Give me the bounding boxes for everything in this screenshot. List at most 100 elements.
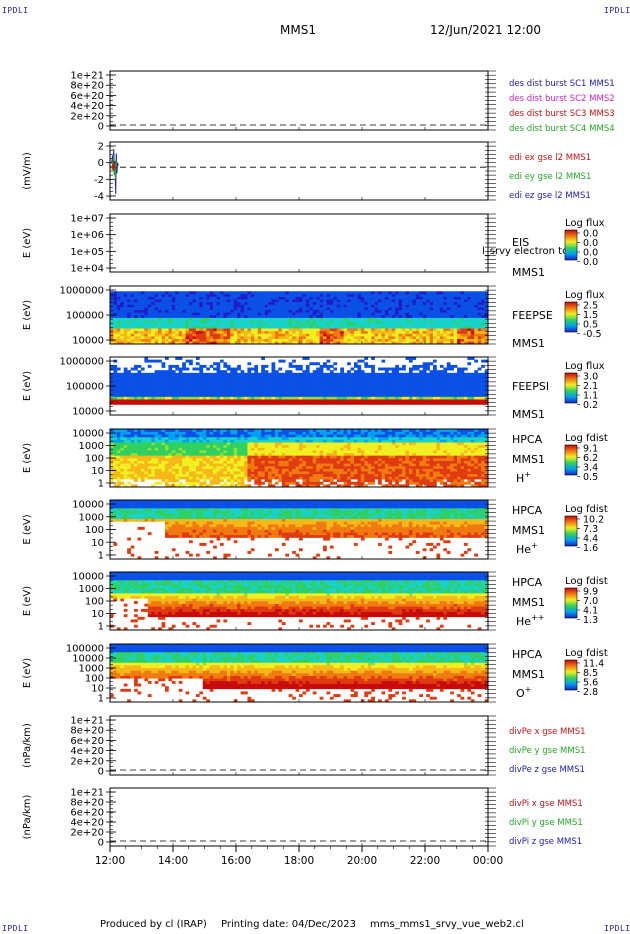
spectrogram-cell — [343, 396, 348, 400]
spectrogram-cell — [439, 322, 444, 326]
spectrogram-cell — [164, 325, 169, 329]
spectrogram-cell — [268, 309, 272, 313]
spectrogram-cell — [247, 333, 252, 337]
spectrogram-cell — [261, 396, 265, 400]
spectrogram-cell — [333, 304, 338, 308]
spectrogram-cell — [463, 336, 468, 340]
spectrogram-cell — [384, 372, 389, 376]
spectrogram-cell — [381, 301, 386, 305]
spectrogram-cell — [402, 393, 406, 397]
spectrogram-cell — [240, 442, 245, 446]
spectrogram-cell — [216, 399, 221, 403]
spectrogram-cell — [436, 380, 441, 384]
spectrogram-cell — [271, 325, 276, 329]
spectrogram-cell — [388, 396, 393, 400]
spectrogram-cell — [329, 317, 334, 321]
spectrogram-cell — [206, 296, 210, 300]
spectrogram-cell — [343, 322, 348, 326]
spectrogram-cell — [302, 328, 307, 332]
spectrogram-cell — [209, 338, 214, 342]
spectrogram-cell — [288, 307, 293, 311]
spectrogram-cell — [230, 450, 235, 454]
spectrogram-cell — [312, 388, 317, 392]
spectrogram-cell — [195, 455, 200, 459]
spectrogram-cell — [378, 396, 382, 400]
spectrogram-cell — [474, 372, 478, 376]
spectrogram-cell — [110, 452, 114, 456]
spectrogram-cell — [402, 336, 406, 340]
spectrogram-cell — [171, 465, 176, 469]
spectrogram-cell — [395, 367, 399, 371]
spectrogram-cell — [388, 383, 393, 387]
spectrogram-cell — [164, 460, 169, 464]
spectrogram-cell — [209, 336, 214, 340]
spectrogram-cell — [419, 333, 424, 337]
spectrogram-cell — [412, 304, 417, 308]
spectrogram-cell — [233, 401, 238, 405]
spectrogram-cell — [302, 386, 307, 389]
spectrogram-cell — [120, 473, 125, 477]
spectrogram-cell — [230, 455, 235, 459]
spectrogram-cell — [281, 396, 286, 400]
spectrogram-cell — [175, 444, 180, 448]
spectrogram-cell — [233, 336, 238, 340]
spectrogram-cell — [168, 312, 173, 316]
spectrogram-cell — [415, 304, 420, 308]
spectrogram-cell — [195, 325, 200, 329]
spectrogram-cell — [415, 375, 420, 379]
spectrogram-cell — [474, 375, 478, 379]
spectrogram-cell — [364, 296, 369, 300]
spectrogram-cell — [202, 317, 207, 321]
spectrogram-cell — [199, 476, 204, 480]
spectrogram-cell — [350, 304, 355, 308]
spectrogram-cell — [209, 291, 214, 295]
spectrogram-cell — [116, 301, 121, 305]
spectrogram-cell — [247, 442, 252, 446]
spectrogram-cell — [247, 460, 252, 464]
spectrogram-cell — [144, 315, 149, 318]
spectrogram-cell — [312, 317, 317, 321]
y-tick-label: 10000 — [72, 407, 104, 418]
spectrogram-cell — [244, 336, 248, 340]
spectrogram-cell — [192, 399, 197, 403]
spectrogram-cell — [326, 378, 331, 382]
spectrogram-cell — [171, 383, 176, 387]
spectrogram-cell — [271, 307, 276, 311]
spectrogram-cell — [378, 393, 382, 397]
spectrogram-cell — [395, 307, 399, 311]
spectrogram-cell — [429, 328, 434, 332]
spectrogram-cell — [264, 383, 269, 387]
spectrogram-cell — [360, 307, 365, 311]
spectrogram-cell — [147, 460, 152, 464]
spectrogram-cell — [384, 309, 389, 313]
spectrogram-cell — [367, 299, 372, 303]
spectrogram-cell — [223, 296, 228, 300]
spectrogram-cell — [446, 304, 451, 308]
spectrogram-cell — [433, 333, 437, 337]
spectrogram-cell — [216, 304, 221, 308]
spectrogram-cell — [147, 336, 152, 340]
spectrogram-cell — [443, 388, 448, 392]
spectrogram-cell — [326, 325, 331, 329]
spectrogram-cell — [295, 330, 300, 334]
spectrogram-cell — [299, 299, 303, 303]
spectrogram-cell — [226, 455, 231, 459]
spectrogram-cell — [381, 320, 386, 324]
spectrogram-cell — [426, 393, 430, 397]
spectrogram-cell — [116, 401, 121, 405]
spectrogram-cell — [182, 447, 186, 451]
spectrogram-cell — [353, 320, 358, 324]
spectrogram-cell — [292, 333, 296, 337]
spectrogram-cell — [161, 393, 166, 397]
spectrogram-cell — [329, 401, 334, 405]
spectrogram-cell — [230, 442, 235, 446]
spectrogram-cell — [134, 383, 138, 387]
spectrogram-cell — [285, 291, 289, 295]
spectrogram-cell — [247, 370, 252, 374]
spectrogram-cell — [199, 429, 204, 432]
spectrogram-cell — [226, 465, 231, 469]
colorbar-tick-label: -0.5 — [583, 329, 602, 340]
spectrogram-cell — [371, 372, 375, 376]
spectrogram-cell — [408, 399, 413, 403]
